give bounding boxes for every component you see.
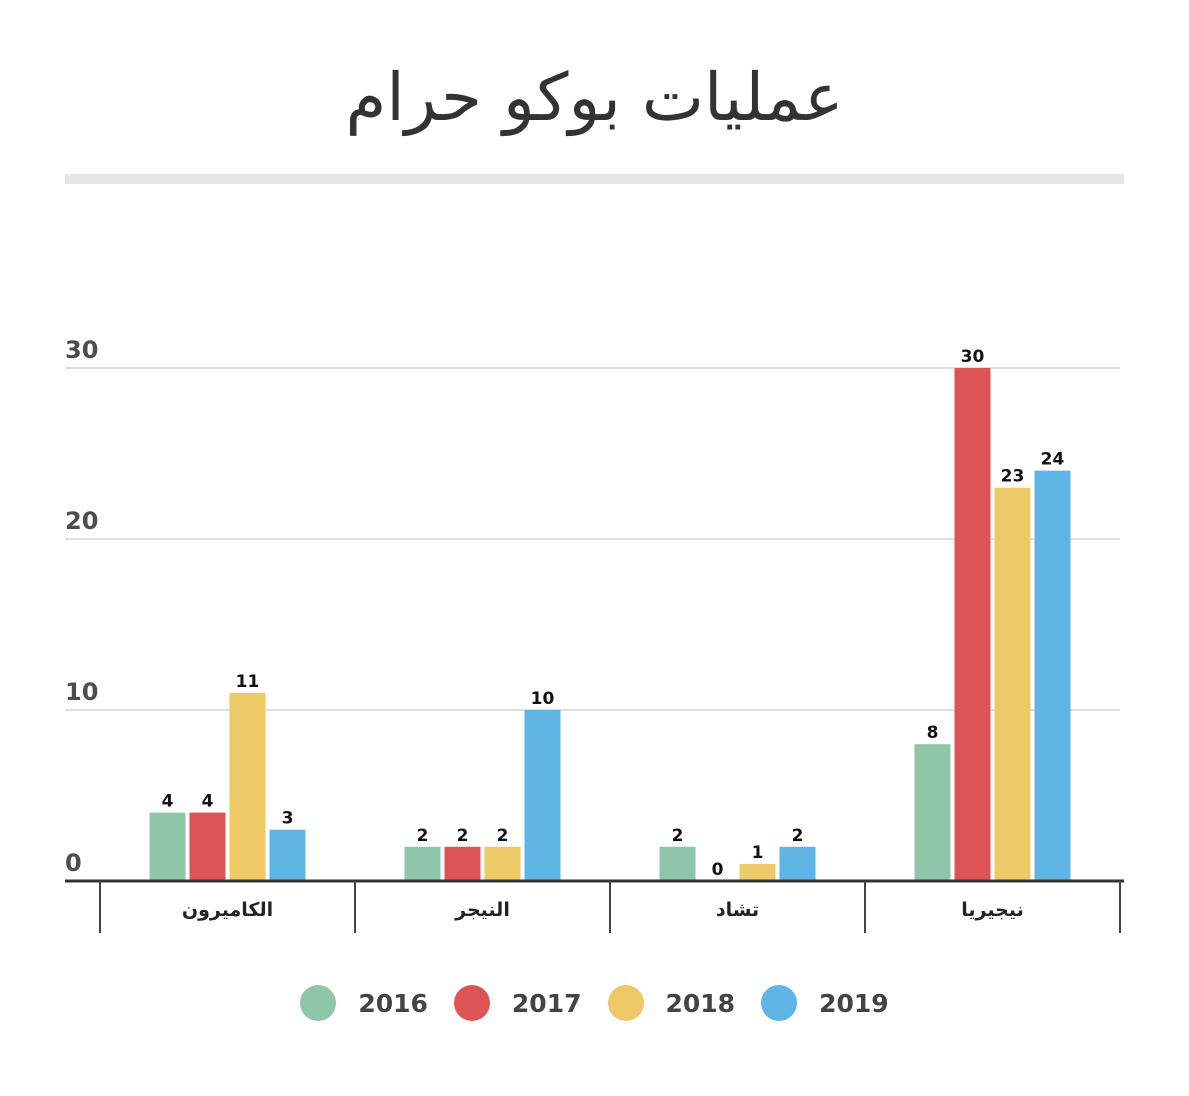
legend-swatch — [607, 985, 644, 1021]
x-tick-label: النيجر — [454, 899, 510, 921]
legend-label: 2016 — [358, 988, 428, 1018]
data-label: 10 — [531, 689, 555, 709]
data-label: 0 — [712, 860, 724, 880]
data-labels: 4 4 11 3 2 2 2 10 2 0 1 2 8 30 23 24 — [162, 347, 1065, 880]
data-label: 30 — [961, 347, 985, 367]
legend: 2016 2017 2018 2019 — [0, 985, 1189, 1021]
legend-label: 2018 — [665, 988, 736, 1018]
bar — [1034, 470, 1071, 881]
data-label: 8 — [927, 723, 939, 743]
y-tick-label: 0 — [65, 849, 82, 877]
legend-item: 2018 — [607, 985, 736, 1021]
legend-item: 2017 — [453, 985, 582, 1021]
data-label: 2 — [672, 826, 684, 846]
data-label: 2 — [417, 826, 429, 846]
bar — [994, 487, 1031, 881]
legend-label: 2017 — [511, 988, 582, 1018]
data-label: 3 — [282, 809, 294, 829]
bars — [149, 368, 1071, 881]
legend-swatch — [761, 985, 798, 1021]
data-label: 4 — [162, 792, 174, 812]
data-label: 23 — [1001, 467, 1025, 487]
chart-title: عمليات بوكو حرام — [345, 59, 844, 136]
y-axis-ticks: 0 10 20 30 — [65, 336, 98, 877]
x-tick-label: الكاميرون — [182, 899, 273, 921]
legend-item: 2019 — [761, 985, 889, 1021]
bar — [659, 846, 696, 881]
bar — [189, 812, 226, 881]
bar — [954, 368, 991, 881]
x-axis: الكاميرون النيجر تشاد نيجيريا — [65, 879, 1124, 933]
bar — [484, 846, 521, 881]
x-tick-label: تشاد — [716, 899, 759, 921]
bar — [269, 829, 306, 881]
legend-item: 2016 — [300, 985, 428, 1021]
legend-swatch — [453, 985, 490, 1021]
bar — [739, 863, 776, 881]
legend-swatch — [300, 985, 337, 1021]
y-tick-label: 10 — [65, 678, 98, 706]
legend-label: 2019 — [819, 988, 889, 1018]
bar — [404, 846, 441, 881]
data-label: 2 — [457, 826, 469, 846]
bar — [229, 692, 266, 881]
bar — [149, 812, 186, 881]
data-label: 1 — [752, 843, 764, 863]
bar — [524, 710, 561, 881]
data-label: 11 — [236, 672, 260, 692]
data-label: 2 — [497, 826, 509, 846]
title-divider — [65, 174, 1124, 184]
data-label: 24 — [1041, 450, 1065, 470]
x-tick-label: نيجيريا — [961, 899, 1023, 921]
data-label: 4 — [202, 792, 214, 812]
bar — [779, 846, 816, 881]
y-tick-label: 20 — [65, 507, 98, 535]
y-tick-label: 30 — [65, 336, 98, 364]
bar — [914, 744, 951, 881]
data-label: 2 — [792, 826, 804, 846]
bar — [444, 846, 481, 881]
